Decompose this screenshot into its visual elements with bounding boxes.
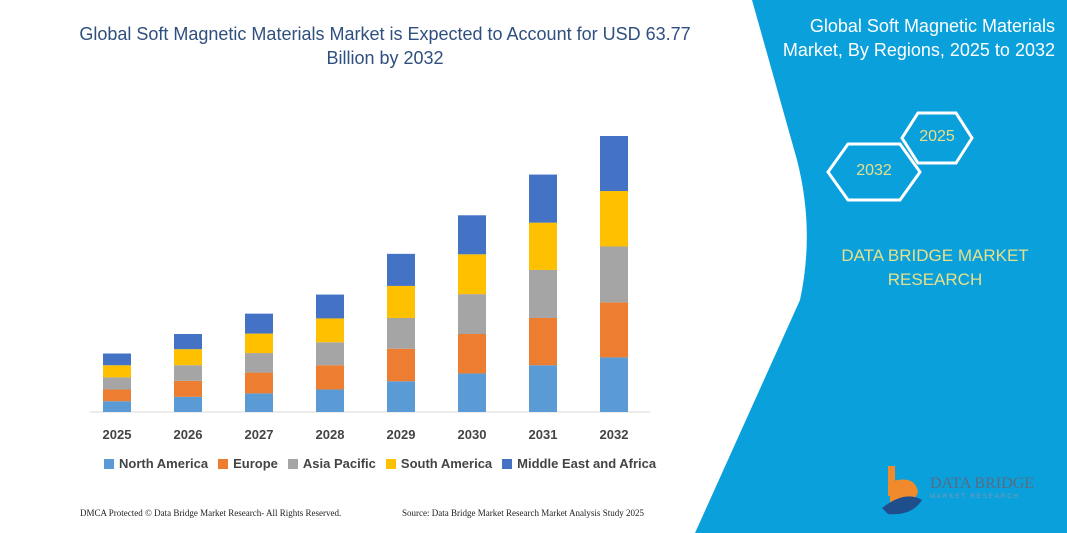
bar-2026-north-america [174, 396, 202, 412]
side-panel-shape [695, 0, 1067, 533]
side-panel-title: Global Soft Magnetic Materials Market, B… [782, 16, 1055, 60]
legend-label: Asia Pacific [302, 456, 376, 471]
bars-group [103, 136, 628, 412]
bar-2028-south-america [316, 318, 344, 343]
legend-item: Europe [218, 456, 278, 471]
bar-2025-europe [103, 389, 131, 402]
bar-2025-asia-pacific [103, 377, 131, 390]
bar-2025-middle-east-and-africa [103, 353, 131, 366]
legend-item: Asia Pacific [287, 456, 376, 471]
bar-2029-south-america [387, 285, 415, 318]
bar-2031-middle-east-and-africa [529, 174, 557, 223]
footer-source: Source: Data Bridge Market Research Mark… [402, 508, 644, 518]
bar-2032-europe [600, 302, 628, 358]
legend-swatch [502, 458, 513, 469]
bar-2026-south-america [174, 349, 202, 366]
bar-2030-asia-pacific [458, 294, 486, 335]
brand-text: DATA BRIDGE MARKET RESEARCH [841, 246, 1029, 289]
bar-2026-middle-east-and-africa [174, 334, 202, 350]
chart-title: Global Soft Magnetic Materials Market is… [79, 24, 691, 68]
bar-2025-north-america [103, 401, 131, 412]
x-tick-label: 2025 [103, 427, 132, 442]
bar-2027-middle-east-and-africa [245, 313, 273, 334]
bar-2026-europe [174, 380, 202, 397]
bar-2031-asia-pacific [529, 269, 557, 318]
legend-item: South America [385, 456, 493, 471]
hex-2025 [900, 111, 974, 165]
bar-2030-north-america [458, 373, 486, 412]
bar-2027-north-america [245, 393, 273, 412]
legend-swatch [218, 458, 229, 469]
bar-2029-europe [387, 348, 415, 382]
legend-item: Middle East and Africa [502, 456, 656, 471]
bar-2028-europe [316, 365, 344, 390]
bar-2027-europe [245, 372, 273, 394]
bar-2028-asia-pacific [316, 342, 344, 366]
bar-2032-south-america [600, 191, 628, 247]
footer-dmca: DMCA Protected © Data Bridge Market Rese… [80, 508, 342, 518]
bar-2029-middle-east-and-africa [387, 253, 415, 286]
legend: North America Europe Asia Pacific South Ame… [104, 456, 656, 471]
bar-2027-asia-pacific [245, 353, 273, 373]
bar-2027-south-america [245, 333, 273, 354]
bar-2030-europe [458, 334, 486, 374]
bar-2032-asia-pacific [600, 246, 628, 303]
hex-label-2032: 2032 [856, 162, 892, 179]
x-tick-label: 2029 [387, 427, 416, 442]
bar-2028-middle-east-and-africa [316, 294, 344, 319]
logo-icon [882, 466, 922, 515]
bar-2031-south-america [529, 222, 557, 270]
x-ticks: 2025 2026 2027 2028 2029 2030 2031 2032 [103, 427, 629, 442]
bar-2030-south-america [458, 254, 486, 295]
legend-label: South America [400, 456, 493, 471]
legend-swatch [104, 458, 114, 469]
bar-2029-north-america [387, 381, 415, 412]
logo-subtext: MARKET RESEARCH [930, 494, 1020, 500]
legend-label: North America [119, 456, 209, 471]
bar-2028-north-america [316, 389, 344, 412]
bar-2031-europe [529, 317, 557, 366]
logo-text: DATA BRIDGE [930, 475, 1035, 492]
bar-2032-north-america [600, 357, 628, 412]
bar-2030-middle-east-and-africa [458, 215, 486, 255]
legend-label: Europe [233, 456, 278, 471]
legend-swatch [287, 458, 298, 469]
bar-2025-south-america [103, 365, 131, 378]
bar-2032-middle-east-and-africa [600, 136, 628, 192]
x-tick-label: 2032 [600, 427, 629, 442]
x-tick-label: 2030 [458, 427, 487, 442]
bar-2026-asia-pacific [174, 365, 202, 381]
bar-2031-north-america [529, 365, 557, 412]
legend-label: Middle East and Africa [517, 456, 657, 471]
hex-2032 [826, 142, 922, 202]
hex-label-2025: 2025 [919, 128, 955, 145]
legend-swatch [385, 458, 396, 469]
legend-item: North America [104, 456, 208, 471]
bar-2029-asia-pacific [387, 317, 415, 349]
x-tick-label: 2026 [174, 427, 203, 442]
x-tick-label: 2027 [245, 427, 274, 442]
x-tick-label: 2028 [316, 427, 345, 442]
x-tick-label: 2031 [529, 427, 558, 442]
